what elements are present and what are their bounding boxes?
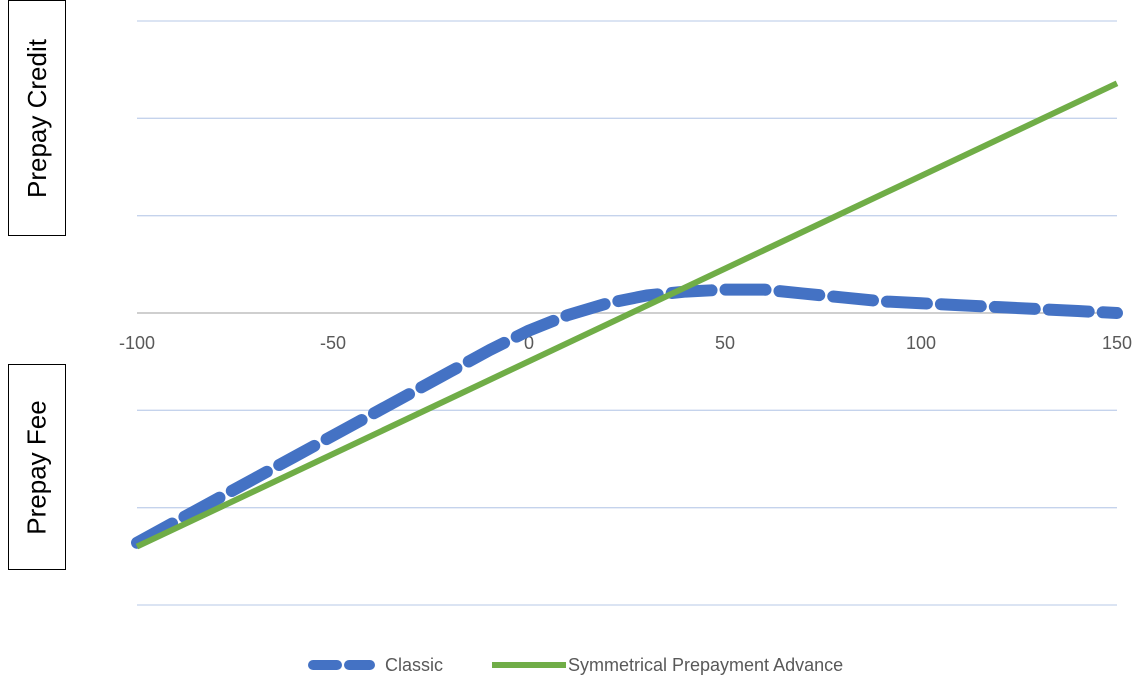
x-tick-label: 50 <box>715 333 735 353</box>
series-line-classic <box>131 283 1123 549</box>
x-tick-label: 100 <box>906 333 936 353</box>
prepay-fee-label-box: Prepay Fee <box>8 364 66 570</box>
x-tick-labels: -100 -50 0 50 100 150 <box>119 333 1132 353</box>
gridlines <box>137 20 1117 606</box>
legend: Classic Symmetrical Prepayment Advance <box>308 655 843 675</box>
prepay-credit-label-box: Prepay Credit <box>8 0 66 236</box>
x-tick-label: -50 <box>320 333 346 353</box>
x-tick-label: 0 <box>524 333 534 353</box>
series-line-symmetrical-prepayment-advance <box>135 80 1119 550</box>
x-tick-label: -100 <box>119 333 155 353</box>
series-group <box>131 80 1123 550</box>
x-tick-label: 150 <box>1102 333 1132 353</box>
legend-label-symmetrical: Symmetrical Prepayment Advance <box>568 655 843 675</box>
legend-label-classic: Classic <box>385 655 443 675</box>
